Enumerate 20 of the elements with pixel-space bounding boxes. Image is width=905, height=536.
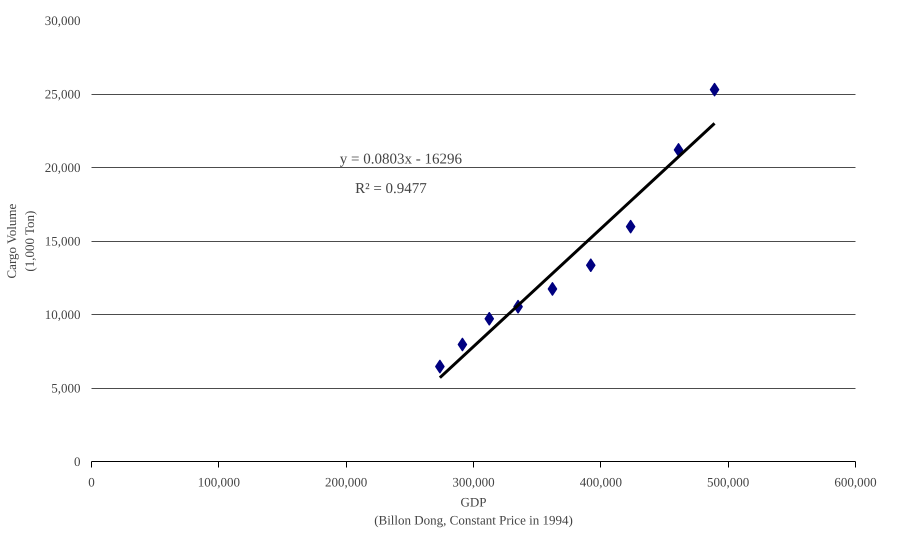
x-tick-label: 100,000: [198, 474, 240, 490]
y-tick-label: 10,000: [44, 307, 80, 322]
annotation: y = 0.0803x - 16296: [340, 152, 463, 168]
y-tick-label: 0: [74, 454, 80, 469]
x-tick-label: 300,000: [452, 474, 495, 490]
x-axis-title: GDP (Billon Dong, Constant Price in 1994): [374, 494, 573, 528]
annotation: R² = 0.9477: [355, 180, 428, 197]
y-tick-label: 20,000: [44, 160, 80, 175]
y-tick-label: 30,000: [44, 13, 80, 28]
y-tick-label: 5,000: [51, 380, 80, 396]
y-axis-title: Cargo Volume (1,000 Ton): [4, 204, 37, 278]
x-tick-label: 200,000: [325, 474, 368, 490]
x-tick-label: 600,000: [834, 474, 877, 490]
y-tick-label: 15,000: [44, 234, 80, 248]
point: [586, 258, 596, 272]
x-tick-label: 400,000: [580, 474, 622, 490]
point: [484, 312, 494, 326]
x-tick-label: 0: [88, 474, 95, 490]
y-tick-label: 25,000: [44, 86, 80, 102]
x-tick-label: 500,000: [707, 474, 750, 490]
